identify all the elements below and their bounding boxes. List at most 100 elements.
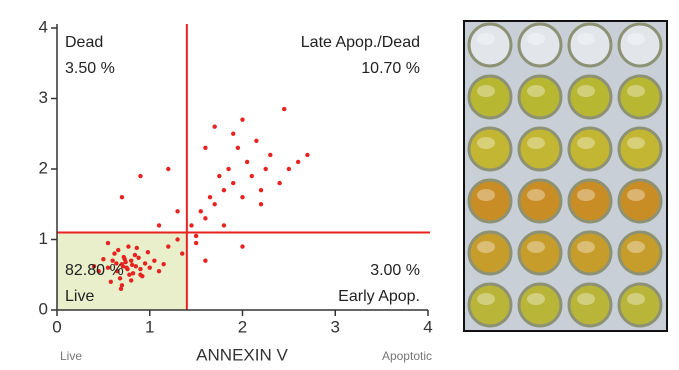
point <box>259 202 263 206</box>
well <box>469 128 511 170</box>
point <box>226 167 230 171</box>
point <box>240 244 244 248</box>
point <box>254 139 258 143</box>
quadrant-label: Dead <box>65 34 103 51</box>
point <box>199 209 203 213</box>
point <box>203 216 207 220</box>
point <box>161 262 165 266</box>
point <box>231 181 235 185</box>
well <box>469 24 511 66</box>
x-low-label: Live <box>60 349 82 363</box>
point <box>231 132 235 136</box>
point <box>143 261 147 265</box>
point <box>277 181 281 185</box>
point <box>305 153 309 157</box>
point <box>268 153 272 157</box>
well-highlight <box>527 85 545 97</box>
well <box>519 24 561 66</box>
well-highlight <box>477 85 495 97</box>
well <box>619 76 661 118</box>
point <box>152 258 156 262</box>
well-highlight <box>527 293 545 305</box>
x-tick-label: 0 <box>52 317 61 336</box>
point <box>296 160 300 164</box>
point <box>138 267 142 271</box>
quadrant-label: 3.00 % <box>370 262 420 279</box>
well-highlight <box>627 33 645 45</box>
point <box>126 244 130 248</box>
well <box>519 76 561 118</box>
quadrant-label: 82.80 % <box>65 262 124 279</box>
quadrant-label: 3.50 % <box>65 60 115 77</box>
well-highlight <box>577 293 595 305</box>
point <box>203 146 207 150</box>
well <box>469 232 511 274</box>
point <box>148 266 152 270</box>
well <box>569 24 611 66</box>
well-highlight <box>477 137 495 149</box>
point <box>282 107 286 111</box>
point <box>120 195 124 199</box>
well-highlight <box>477 293 495 305</box>
well-highlight <box>627 241 645 253</box>
well-highlight <box>627 293 645 305</box>
point <box>136 256 140 260</box>
point <box>208 195 212 199</box>
point <box>157 223 161 227</box>
well-highlight <box>577 241 595 253</box>
point <box>129 258 133 262</box>
point <box>212 202 216 206</box>
point <box>112 251 116 255</box>
point <box>138 174 142 178</box>
well <box>569 128 611 170</box>
figure: 0123401234ANNEXIN VLiveApoptoticDead3.50… <box>0 0 679 370</box>
quadrant-label: 10.70 % <box>361 60 420 77</box>
x-tick-label: 3 <box>331 317 340 336</box>
point <box>180 251 184 255</box>
point <box>106 241 110 245</box>
well-highlight <box>577 85 595 97</box>
point <box>194 234 198 238</box>
point <box>166 244 170 248</box>
point <box>175 209 179 213</box>
well-highlight <box>527 241 545 253</box>
well-highlight <box>477 33 495 45</box>
point <box>259 188 263 192</box>
point <box>123 257 127 261</box>
point <box>138 273 142 277</box>
y-tick-label: 4 <box>39 17 48 36</box>
quadrant-label: Live <box>65 288 94 305</box>
point <box>119 287 123 291</box>
well <box>519 180 561 222</box>
well <box>469 76 511 118</box>
point <box>116 248 120 252</box>
well <box>569 284 611 326</box>
well <box>619 128 661 170</box>
well <box>619 232 661 274</box>
well-highlight <box>477 189 495 201</box>
point <box>175 237 179 241</box>
well-highlight <box>627 137 645 149</box>
point <box>240 195 244 199</box>
point <box>236 146 240 150</box>
point <box>194 241 198 245</box>
well-highlight <box>527 33 545 45</box>
y-tick-label: 3 <box>39 88 48 107</box>
x-tick-label: 4 <box>423 317 432 336</box>
well <box>519 232 561 274</box>
well <box>469 284 511 326</box>
point <box>129 278 133 282</box>
point <box>130 263 134 267</box>
well <box>569 232 611 274</box>
well-highlight <box>577 137 595 149</box>
point <box>250 174 254 178</box>
point <box>212 125 216 129</box>
well-plate-photo <box>464 21 667 331</box>
well <box>469 180 511 222</box>
point <box>287 167 291 171</box>
well <box>569 76 611 118</box>
x-high-label: Apoptotic <box>382 349 432 363</box>
point <box>240 117 244 121</box>
well-highlight <box>577 33 595 45</box>
